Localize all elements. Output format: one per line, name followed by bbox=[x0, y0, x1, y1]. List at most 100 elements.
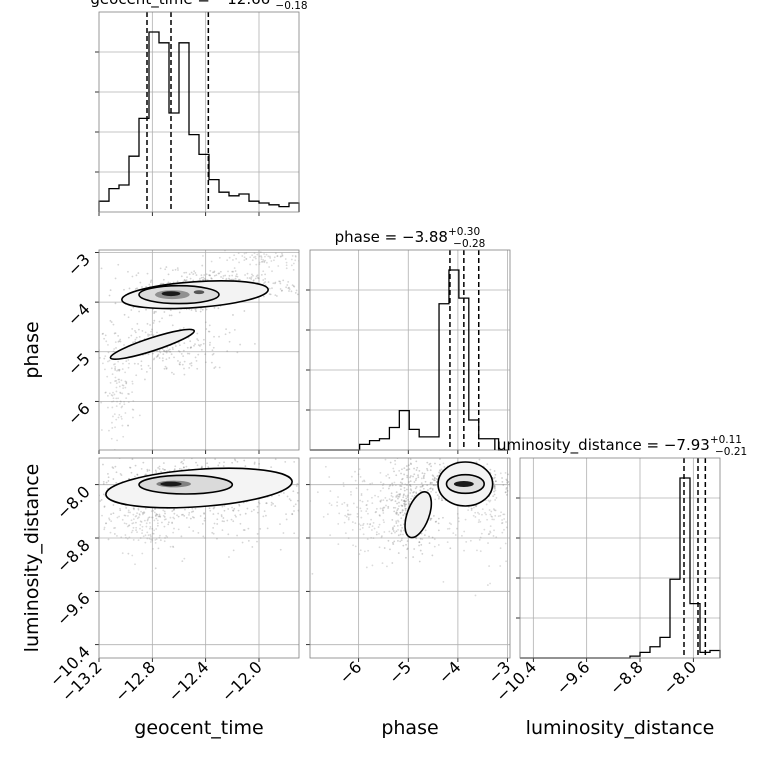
x-tick-label: −4 bbox=[435, 657, 465, 687]
sample-point bbox=[390, 492, 393, 495]
sample-point bbox=[201, 465, 203, 468]
sample-point bbox=[374, 494, 376, 497]
sample-point bbox=[382, 509, 384, 512]
sample-point bbox=[111, 466, 114, 469]
sample-point bbox=[150, 279, 153, 282]
sample-point bbox=[147, 335, 150, 337]
sample-point bbox=[245, 258, 248, 260]
sample-point bbox=[153, 319, 156, 322]
sample-point bbox=[185, 279, 188, 282]
sample-point bbox=[192, 510, 195, 513]
sample-point bbox=[199, 310, 202, 313]
sample-point bbox=[359, 499, 362, 502]
sample-point bbox=[274, 294, 277, 296]
sample-point bbox=[231, 506, 233, 509]
sample-point bbox=[390, 532, 393, 535]
sample-point bbox=[491, 516, 493, 518]
sample-point bbox=[391, 484, 394, 487]
sample-point bbox=[113, 332, 116, 335]
sample-point bbox=[422, 475, 425, 478]
sample-point bbox=[88, 387, 90, 389]
sample-point bbox=[432, 475, 435, 478]
sample-point bbox=[213, 335, 215, 338]
sample-point bbox=[361, 527, 364, 529]
sample-point bbox=[120, 379, 123, 382]
sample-point bbox=[377, 495, 380, 498]
sample-point bbox=[366, 488, 369, 491]
sample-point bbox=[136, 473, 139, 476]
sample-point bbox=[392, 530, 395, 532]
sample-point bbox=[155, 517, 158, 520]
sample-point bbox=[148, 516, 151, 519]
sample-point bbox=[352, 502, 355, 505]
sample-point bbox=[395, 494, 398, 497]
sample-point bbox=[110, 513, 112, 516]
sample-point bbox=[210, 361, 213, 364]
sample-point bbox=[392, 527, 394, 530]
sample-point bbox=[365, 504, 368, 507]
sample-point bbox=[249, 263, 252, 266]
sample-point bbox=[358, 523, 360, 526]
sample-point bbox=[167, 273, 170, 276]
sample-point bbox=[473, 506, 475, 509]
sample-point bbox=[365, 510, 368, 513]
sample-point bbox=[138, 414, 141, 417]
sample-point bbox=[431, 481, 433, 484]
sample-point bbox=[115, 471, 118, 474]
sample-point bbox=[114, 366, 117, 368]
sample-point bbox=[492, 495, 495, 498]
sample-point bbox=[395, 530, 398, 533]
sample-point bbox=[132, 341, 135, 344]
sample-point bbox=[436, 475, 439, 478]
sample-point bbox=[501, 480, 504, 483]
sample-point bbox=[171, 269, 174, 272]
sample-point bbox=[237, 509, 240, 512]
sample-point bbox=[134, 475, 136, 478]
sample-point bbox=[344, 497, 346, 499]
sample-point bbox=[155, 310, 157, 313]
sample-point bbox=[101, 333, 104, 335]
sample-point bbox=[431, 478, 434, 481]
sample-point bbox=[245, 258, 248, 260]
sample-point bbox=[114, 332, 117, 335]
sample-point bbox=[349, 513, 352, 516]
contour-level bbox=[160, 481, 182, 487]
sample-point bbox=[182, 444, 184, 446]
sample-point bbox=[253, 463, 256, 465]
sample-point bbox=[252, 274, 254, 277]
sample-point bbox=[223, 505, 226, 507]
sample-point bbox=[204, 353, 207, 356]
sample-point bbox=[130, 471, 133, 474]
sample-point bbox=[182, 466, 185, 469]
sample-point bbox=[186, 346, 189, 349]
sample-point bbox=[307, 257, 309, 259]
sample-point bbox=[167, 281, 170, 284]
sample-point bbox=[487, 499, 490, 502]
sample-point bbox=[149, 533, 152, 536]
sample-point bbox=[254, 257, 257, 260]
sample-point bbox=[126, 525, 129, 528]
sample-point bbox=[218, 256, 221, 259]
sample-point bbox=[397, 520, 400, 523]
contour-level bbox=[404, 491, 433, 539]
sample-point bbox=[405, 430, 407, 432]
sample-point bbox=[222, 275, 225, 277]
sample-point bbox=[146, 272, 149, 275]
sample-point bbox=[162, 514, 165, 517]
sample-point bbox=[245, 251, 248, 254]
sample-point bbox=[489, 525, 492, 528]
sample-point bbox=[397, 552, 400, 554]
sample-point bbox=[368, 526, 371, 528]
sample-point bbox=[117, 340, 120, 343]
sample-point bbox=[166, 536, 169, 538]
sample-point bbox=[406, 488, 408, 491]
sample-point bbox=[324, 465, 327, 468]
sample-point bbox=[276, 255, 279, 257]
sample-point bbox=[505, 560, 507, 563]
sample-point bbox=[401, 468, 403, 471]
sample-point bbox=[380, 499, 383, 502]
sample-point bbox=[153, 529, 156, 532]
sample-point bbox=[286, 284, 289, 286]
sample-point bbox=[386, 565, 388, 568]
sample-point bbox=[477, 521, 480, 523]
